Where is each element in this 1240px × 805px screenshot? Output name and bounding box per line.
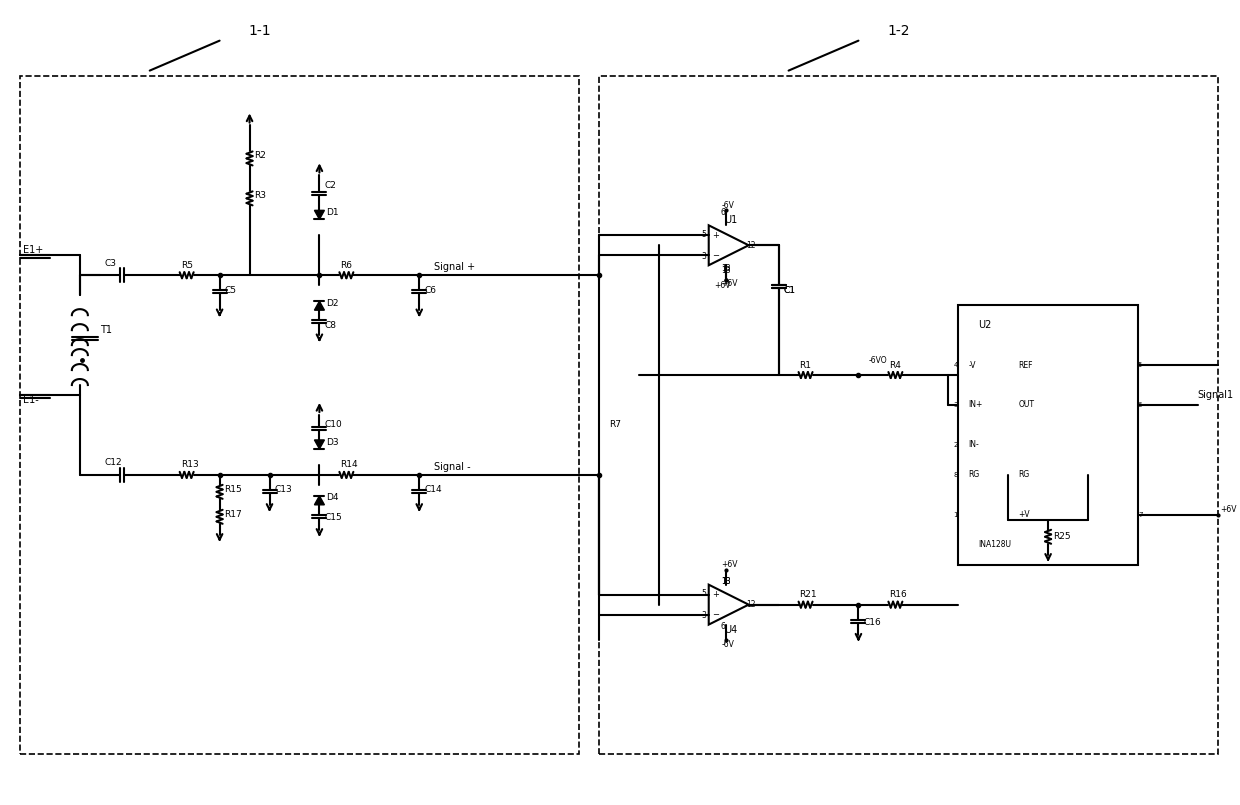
Text: 2: 2 [954, 442, 957, 448]
Text: 12: 12 [746, 241, 756, 250]
Text: R6: R6 [341, 261, 352, 270]
Text: 13: 13 [720, 577, 730, 586]
Text: R25: R25 [1053, 532, 1070, 541]
Text: R16: R16 [889, 590, 908, 599]
Text: C1: C1 [784, 286, 796, 295]
Text: R3: R3 [254, 191, 267, 200]
Text: -6V: -6V [722, 640, 734, 649]
Text: R7: R7 [609, 420, 621, 429]
Text: D1: D1 [326, 208, 339, 217]
Text: OUT: OUT [1018, 401, 1034, 410]
Text: IN-: IN- [968, 440, 980, 449]
Text: R15: R15 [224, 485, 242, 494]
Text: -6VO: -6VO [868, 356, 887, 365]
Text: R21: R21 [800, 590, 817, 599]
Text: +6V: +6V [1220, 506, 1236, 514]
Text: 6: 6 [720, 208, 725, 217]
Text: C5: C5 [224, 286, 237, 295]
Text: C3: C3 [105, 258, 117, 268]
Text: R13: R13 [181, 460, 198, 469]
Text: RG: RG [1018, 470, 1029, 479]
Text: C12: C12 [105, 458, 123, 468]
Text: 1-1: 1-1 [248, 23, 270, 38]
Text: REF: REF [1018, 361, 1033, 369]
Text: Signal -: Signal - [434, 462, 471, 472]
Text: IN+: IN+ [968, 401, 982, 410]
Text: C16: C16 [863, 618, 882, 627]
Text: 1-2: 1-2 [887, 23, 910, 38]
Text: +6V: +6V [714, 281, 730, 290]
Polygon shape [315, 301, 325, 310]
Text: 5: 5 [1138, 362, 1142, 368]
Text: -V: -V [968, 361, 976, 369]
Text: RG: RG [968, 470, 980, 479]
Text: C14: C14 [424, 485, 441, 494]
Text: 13: 13 [720, 577, 730, 586]
Text: −: − [712, 610, 719, 619]
Text: C1: C1 [784, 286, 796, 295]
Polygon shape [315, 210, 325, 219]
Text: 13: 13 [720, 266, 730, 275]
Text: −: − [712, 251, 719, 260]
Text: U4: U4 [724, 625, 737, 634]
Text: R2: R2 [254, 151, 267, 160]
Text: C10: C10 [325, 420, 342, 429]
Text: E1-: E1- [24, 395, 38, 405]
Text: R1: R1 [800, 361, 811, 369]
Text: C15: C15 [325, 514, 342, 522]
Text: R17: R17 [224, 510, 242, 519]
Text: 5: 5 [702, 589, 707, 598]
Text: +6V: +6V [722, 560, 738, 569]
Text: +6V: +6V [722, 279, 738, 287]
Text: D2: D2 [326, 299, 339, 308]
Text: 12: 12 [746, 601, 756, 609]
Text: U1: U1 [724, 215, 737, 225]
Text: T1: T1 [100, 325, 112, 335]
Text: Signal +: Signal + [434, 262, 475, 272]
Polygon shape [315, 440, 325, 449]
Text: 3: 3 [702, 252, 707, 261]
Text: D3: D3 [326, 439, 339, 448]
Text: U2: U2 [978, 320, 992, 330]
Text: C13: C13 [274, 485, 293, 494]
Text: 1: 1 [954, 512, 957, 518]
Text: Signal1: Signal1 [1198, 390, 1234, 400]
Text: 8: 8 [954, 472, 957, 478]
Text: 6: 6 [720, 622, 725, 631]
Text: R4: R4 [889, 361, 901, 369]
Text: 5: 5 [702, 229, 707, 239]
Text: R5: R5 [181, 261, 192, 270]
Text: 6: 6 [1138, 402, 1142, 408]
Text: D4: D4 [326, 493, 339, 502]
Text: C6: C6 [424, 286, 436, 295]
Bar [959, 305, 1138, 565]
Text: 3: 3 [954, 402, 957, 408]
Text: 7: 7 [1138, 512, 1142, 518]
Text: +V: +V [1018, 510, 1029, 519]
Text: -6V: -6V [722, 201, 734, 210]
Text: 13: 13 [720, 264, 730, 273]
Text: E1+: E1+ [24, 246, 43, 255]
Text: 4: 4 [954, 362, 957, 368]
Text: +: + [712, 231, 719, 240]
Text: C2: C2 [325, 181, 336, 190]
Text: C8: C8 [325, 320, 336, 329]
Polygon shape [315, 496, 325, 505]
Text: 3: 3 [702, 611, 707, 620]
Text: INA128U: INA128U [978, 540, 1012, 549]
Text: R14: R14 [341, 460, 358, 469]
Text: +: + [712, 590, 719, 599]
